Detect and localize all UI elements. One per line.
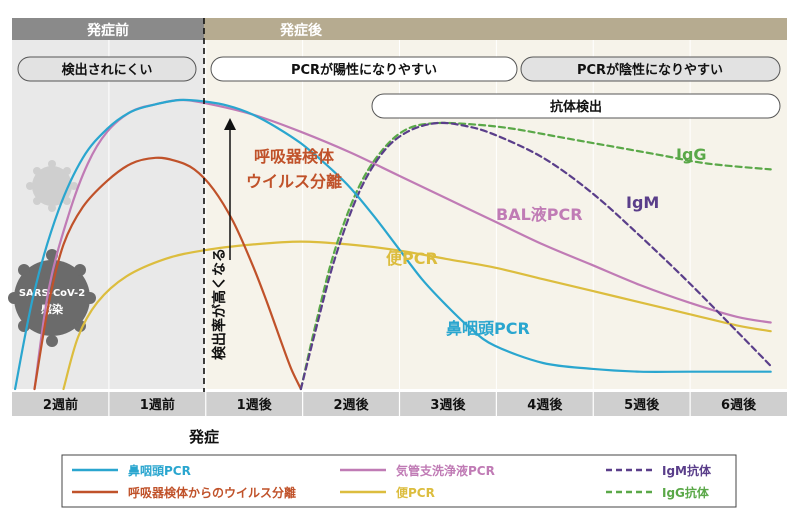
- nasopharyngeal-label: 鼻咽頭PCR: [446, 319, 530, 338]
- week-tick-label: 2週後: [334, 397, 370, 413]
- legend-label-nasopharyngeal: 鼻咽頭PCR: [128, 463, 191, 478]
- header-before-onset: [12, 18, 204, 40]
- detection-rate-arrowhead: [224, 118, 236, 130]
- week-tick-label: 2週前: [43, 397, 78, 413]
- header-before-onset-label: 発症前: [86, 22, 129, 39]
- phase-pcr-positive-label: PCRが陽性になりやすい: [291, 62, 437, 78]
- detection-rate-label: 検出率が高くなる: [211, 248, 228, 360]
- respiratory-label-line1: 呼吸器検体: [254, 147, 335, 166]
- stool-label: 便PCR: [386, 249, 438, 268]
- phase-antibody-detected: [371, 93, 781, 119]
- week-tick-label: 6週後: [721, 397, 757, 413]
- week-tick-label: 1週後: [237, 397, 273, 413]
- curves-group: [14, 98, 772, 391]
- header-after-onset-label: 発症後: [279, 22, 323, 39]
- legend-box: [61, 454, 737, 508]
- bal-label: BAL液PCR: [496, 205, 583, 224]
- virus-large-icon: [8, 249, 96, 347]
- respiratory-label-line2: ウイルス分離: [246, 172, 342, 191]
- igm-label: IgM: [626, 193, 659, 212]
- week-tick-label: 1週前: [140, 397, 175, 413]
- virus-small-icon: [26, 160, 78, 212]
- week-tick-label: 4週後: [527, 397, 563, 413]
- curve-respiratory: [33, 156, 302, 391]
- virus-label-line1: SARS-CoV-2: [19, 288, 85, 299]
- phase-pcr-negative-label: PCRが陰性になりやすい: [577, 62, 723, 78]
- phase-hard-to-detect: [17, 56, 197, 82]
- legend-label-bal: 気管支洗浄液PCR: [396, 463, 495, 478]
- phase-hard-to-detect-label: 検出されにくい: [62, 62, 153, 78]
- onset-label: 発症: [188, 428, 219, 446]
- curve-nasopharyngeal: [14, 98, 772, 391]
- curve-igm: [299, 121, 772, 391]
- header-after-onset: [204, 18, 787, 40]
- curve-stool: [62, 240, 772, 391]
- week-axis-ticks: 2週前 1週前 1週後 2週後 3週後 4週後 5週後 6週後: [43, 392, 757, 416]
- curve-bal: [33, 98, 772, 391]
- week-tick-label: 5週後: [624, 397, 660, 413]
- legend-label-igg: IgG抗体: [662, 485, 710, 500]
- curve-igg: [299, 121, 772, 391]
- phase-antibody-detected-label: 抗体検出: [550, 99, 602, 115]
- phase-pcr-positive: [210, 56, 518, 82]
- week-tick-label: 3週後: [430, 397, 466, 413]
- legend-label-stool: 便PCR: [396, 485, 435, 500]
- igg-label: IgG: [676, 145, 707, 164]
- phase-pcr-negative: [520, 56, 781, 82]
- legend-label-igm: IgM抗体: [662, 463, 712, 478]
- legend-label-respiratory: 呼吸器検体からのウイルス分離: [128, 485, 296, 500]
